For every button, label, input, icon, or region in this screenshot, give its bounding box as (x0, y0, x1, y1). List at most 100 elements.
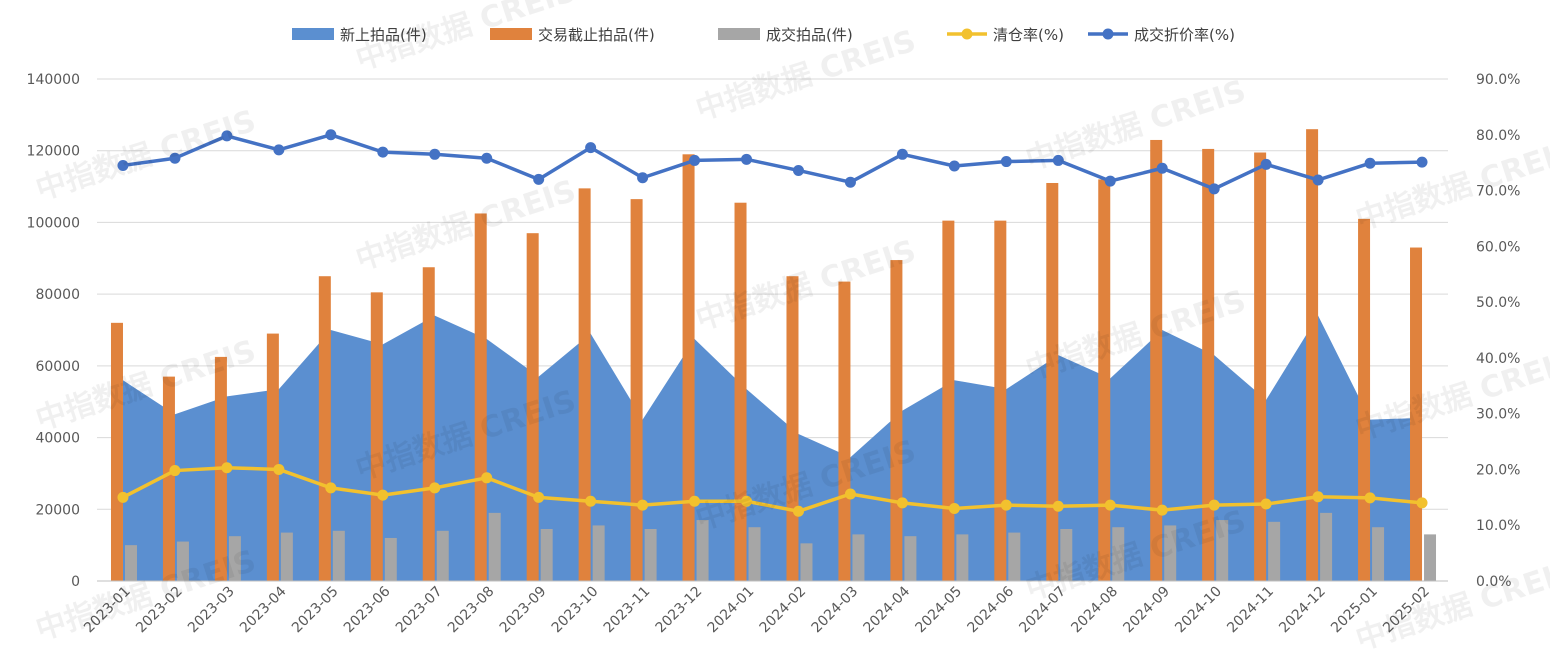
right-tick-label: 80.0% (1476, 128, 1520, 144)
point-clearance-rate (273, 463, 285, 475)
watermark: 中指数据 CREIS (1022, 74, 1250, 178)
point-discount-rate (117, 159, 129, 171)
bar-closed-lots (318, 276, 331, 581)
watermark: 中指数据 CREIS (692, 234, 920, 338)
bar-sold-lots (904, 536, 917, 581)
legend-label: 新上拍品(件) (340, 26, 427, 44)
point-clearance-rate (896, 497, 908, 509)
bar-closed-lots (1098, 179, 1111, 581)
point-discount-rate (273, 144, 285, 156)
bar-sold-lots (956, 534, 969, 581)
point-clearance-rate (533, 491, 545, 503)
point-discount-rate (169, 152, 181, 164)
bar-sold-lots (228, 536, 241, 581)
bar-sold-lots (488, 512, 501, 581)
point-clearance-rate (377, 489, 389, 501)
bar-closed-lots (162, 376, 175, 581)
bar-closed-lots (734, 202, 747, 581)
x-tick-label: 2023-04 (237, 583, 290, 636)
bar-closed-lots (838, 281, 851, 581)
area-new-listings (122, 315, 1423, 581)
bar-closed-lots (1202, 148, 1215, 581)
legend-label: 成交拍品(件) (766, 26, 853, 44)
right-tick-label: 60.0% (1476, 239, 1520, 255)
lines-group (117, 129, 1428, 517)
point-discount-rate (1364, 157, 1376, 169)
point-discount-rate (585, 142, 597, 154)
point-discount-rate (1156, 162, 1168, 174)
point-discount-rate (1052, 154, 1064, 166)
bar-closed-lots (266, 333, 279, 581)
bar-closed-lots (578, 188, 591, 581)
point-clearance-rate (1156, 504, 1168, 516)
x-tick-label: 2024-04 (861, 583, 914, 636)
right-tick-label: 70.0% (1476, 184, 1520, 200)
x-tick-label: 2024-05 (913, 584, 966, 637)
point-discount-rate (1416, 156, 1428, 168)
bar-closed-lots (1150, 139, 1163, 581)
bar-closed-lots (110, 322, 123, 581)
point-clearance-rate (429, 482, 441, 494)
bar-sold-lots (332, 530, 345, 581)
legend-label: 交易截止拍品(件) (538, 26, 655, 44)
x-tick-label: 2023-09 (497, 584, 550, 637)
bar-sold-lots (1164, 525, 1177, 581)
bar-closed-lots (1410, 247, 1423, 581)
point-clearance-rate (792, 505, 804, 517)
legend: 新上拍品(件) 交易截止拍品(件) 成交拍品(件) 清仓率(%) 成交折价率(%) (292, 26, 1235, 44)
left-tick-label: 80000 (35, 287, 80, 303)
watermark: 中指数据 CREIS (1352, 344, 1550, 448)
point-clearance-rate (1208, 499, 1220, 511)
bar-sold-lots (852, 534, 865, 581)
point-discount-rate (429, 148, 441, 160)
x-tick-label: 2024-03 (809, 584, 862, 637)
point-clearance-rate (117, 491, 129, 503)
legend-swatch (292, 28, 334, 40)
point-discount-rate (1000, 156, 1012, 168)
point-clearance-rate (1104, 499, 1116, 511)
point-discount-rate (896, 148, 908, 160)
bar-closed-lots (682, 154, 695, 582)
bar-sold-lots (280, 532, 293, 581)
bar-sold-lots (1112, 527, 1125, 581)
point-clearance-rate (637, 499, 649, 511)
bar-sold-lots (540, 529, 553, 581)
bar-sold-lots (1216, 520, 1229, 581)
point-clearance-rate (1312, 491, 1324, 503)
right-tick-label: 40.0% (1476, 351, 1520, 367)
point-clearance-rate (1000, 499, 1012, 511)
bar-closed-lots (1306, 129, 1319, 581)
point-discount-rate (221, 130, 233, 142)
point-clearance-rate (689, 495, 701, 507)
point-clearance-rate (169, 465, 181, 477)
bar-closed-lots (1254, 152, 1267, 581)
bar-sold-lots (436, 530, 449, 581)
x-tick-label: 2024-12 (1276, 584, 1329, 637)
point-discount-rate (689, 154, 701, 166)
bar-closed-lots (942, 220, 955, 581)
x-tick-label: 2024-09 (1120, 584, 1173, 637)
right-tick-label: 20.0% (1476, 462, 1520, 478)
left-tick-label: 100000 (27, 215, 80, 231)
point-discount-rate (637, 172, 649, 184)
point-clearance-rate (948, 502, 960, 514)
line-discount-rate (122, 133, 1423, 191)
legend-swatch (718, 28, 760, 40)
right-tick-label: 30.0% (1476, 407, 1520, 423)
bar-closed-lots (994, 220, 1007, 581)
bar-sold-lots (1008, 532, 1021, 581)
point-clearance-rate (481, 472, 493, 484)
point-clearance-rate (1416, 497, 1428, 509)
left-tick-label: 0 (71, 574, 80, 590)
point-clearance-rate (585, 495, 597, 507)
bars-group (110, 129, 1437, 582)
bar-closed-lots (1046, 182, 1059, 581)
point-discount-rate (948, 160, 960, 172)
bar-closed-lots (474, 213, 487, 581)
point-discount-rate (325, 129, 337, 141)
right-tick-label: 0.0% (1476, 574, 1512, 590)
bar-closed-lots (370, 292, 383, 581)
point-clearance-rate (221, 462, 233, 474)
bar-closed-lots (890, 260, 903, 581)
legend-swatch (490, 28, 532, 40)
